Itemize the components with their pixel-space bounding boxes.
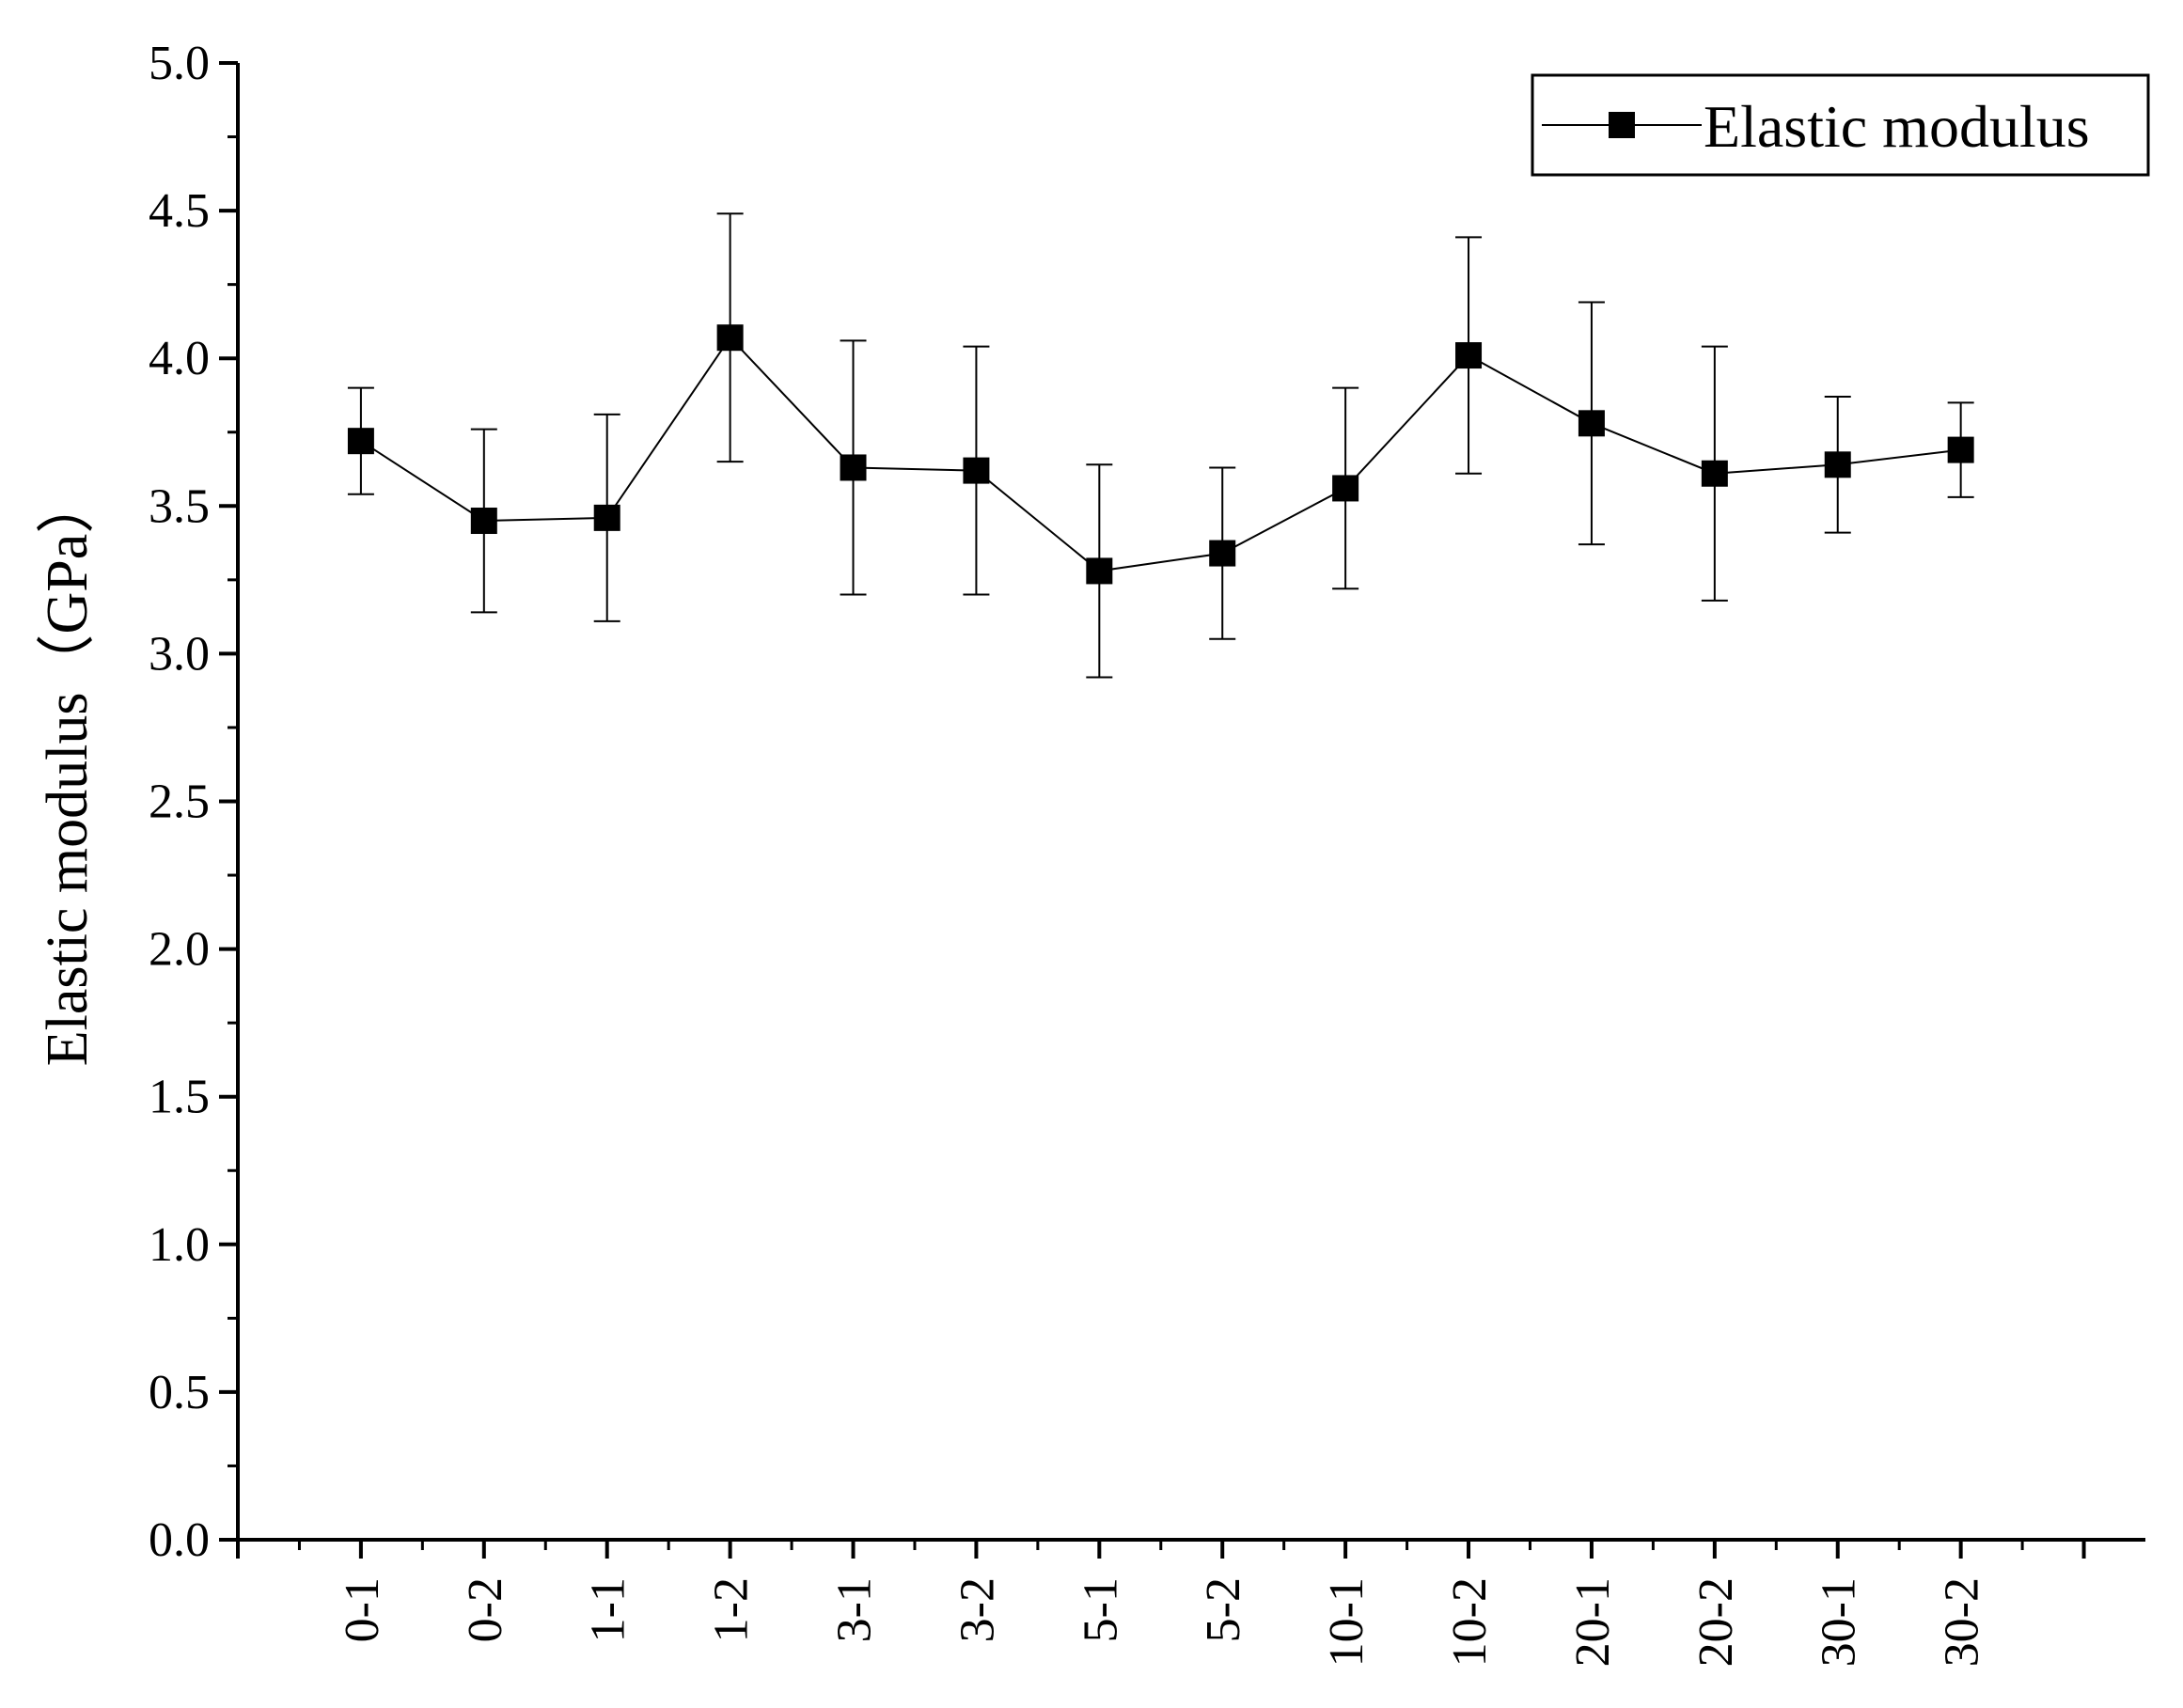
y-tick-label: 0.5 <box>149 1366 210 1419</box>
data-point <box>1824 451 1851 478</box>
x-tick-label: 10-2 <box>1443 1577 1497 1667</box>
data-point <box>1209 540 1236 567</box>
data-point <box>1332 475 1359 502</box>
y-tick-label: 1.5 <box>149 1071 210 1124</box>
data-point <box>963 457 990 484</box>
x-tick-label: 30-2 <box>1936 1577 1989 1667</box>
x-tick-label: 3-1 <box>828 1577 882 1642</box>
y-tick-label: 3.0 <box>149 627 210 681</box>
data-point <box>1578 410 1605 437</box>
error-bars <box>347 212 1974 679</box>
y-ticks: 0.0 0.5 1.0 1.5 2.0 2.5 3.0 3.5 4.0 4.5 5.0 <box>149 37 238 1567</box>
y-axis-title: Elastic modulus（GPa） <box>36 476 100 1067</box>
data-point <box>1086 557 1113 585</box>
data-point <box>470 508 497 535</box>
y-tick-label: 2.0 <box>149 923 210 977</box>
x-tick-label: 0-1 <box>336 1577 389 1642</box>
data-point <box>347 428 374 455</box>
y-tick-label: 2.5 <box>149 776 210 829</box>
x-tick-label: 1-2 <box>705 1577 759 1642</box>
legend-marker <box>1609 112 1635 138</box>
axes <box>236 63 2145 1542</box>
legend: Elastic modulus <box>1531 73 2150 177</box>
x-tick-label: 20-2 <box>1689 1577 1743 1667</box>
data-point <box>1947 436 1974 463</box>
series-line <box>360 336 1961 572</box>
x-tick-label: 10-1 <box>1320 1577 1374 1667</box>
x-tick-label: 0-2 <box>459 1577 512 1642</box>
y-tick-label: 5.0 <box>149 37 210 90</box>
x-tick-label: 5-1 <box>1074 1577 1127 1642</box>
x-tick-label: 1-1 <box>582 1577 636 1642</box>
x-tick-label: 30-1 <box>1813 1577 1866 1667</box>
x-tick-label: 20-1 <box>1566 1577 1620 1667</box>
x-ticks: 0-1 0-2 1-1 1-2 3-1 3-2 5-1 5-2 10-1 10-2 20-1 20-2… <box>236 1540 2086 1667</box>
legend-label: Elastic modulus <box>1704 93 2090 160</box>
y-tick-label: 4.5 <box>149 184 210 238</box>
data-point <box>1455 342 1483 369</box>
data-point <box>593 504 620 531</box>
y-tick-label: 1.0 <box>149 1218 210 1272</box>
x-tick-label: 3-2 <box>950 1577 1004 1642</box>
y-tick-label: 4.0 <box>149 332 210 385</box>
data-point <box>716 324 744 352</box>
data-point <box>840 454 867 481</box>
x-tick-label: 5-2 <box>1197 1577 1250 1642</box>
data-point <box>1701 460 1728 487</box>
y-tick-label: 3.5 <box>149 479 210 533</box>
series-markers <box>347 324 1974 585</box>
y-tick-label: 0.0 <box>149 1513 210 1567</box>
